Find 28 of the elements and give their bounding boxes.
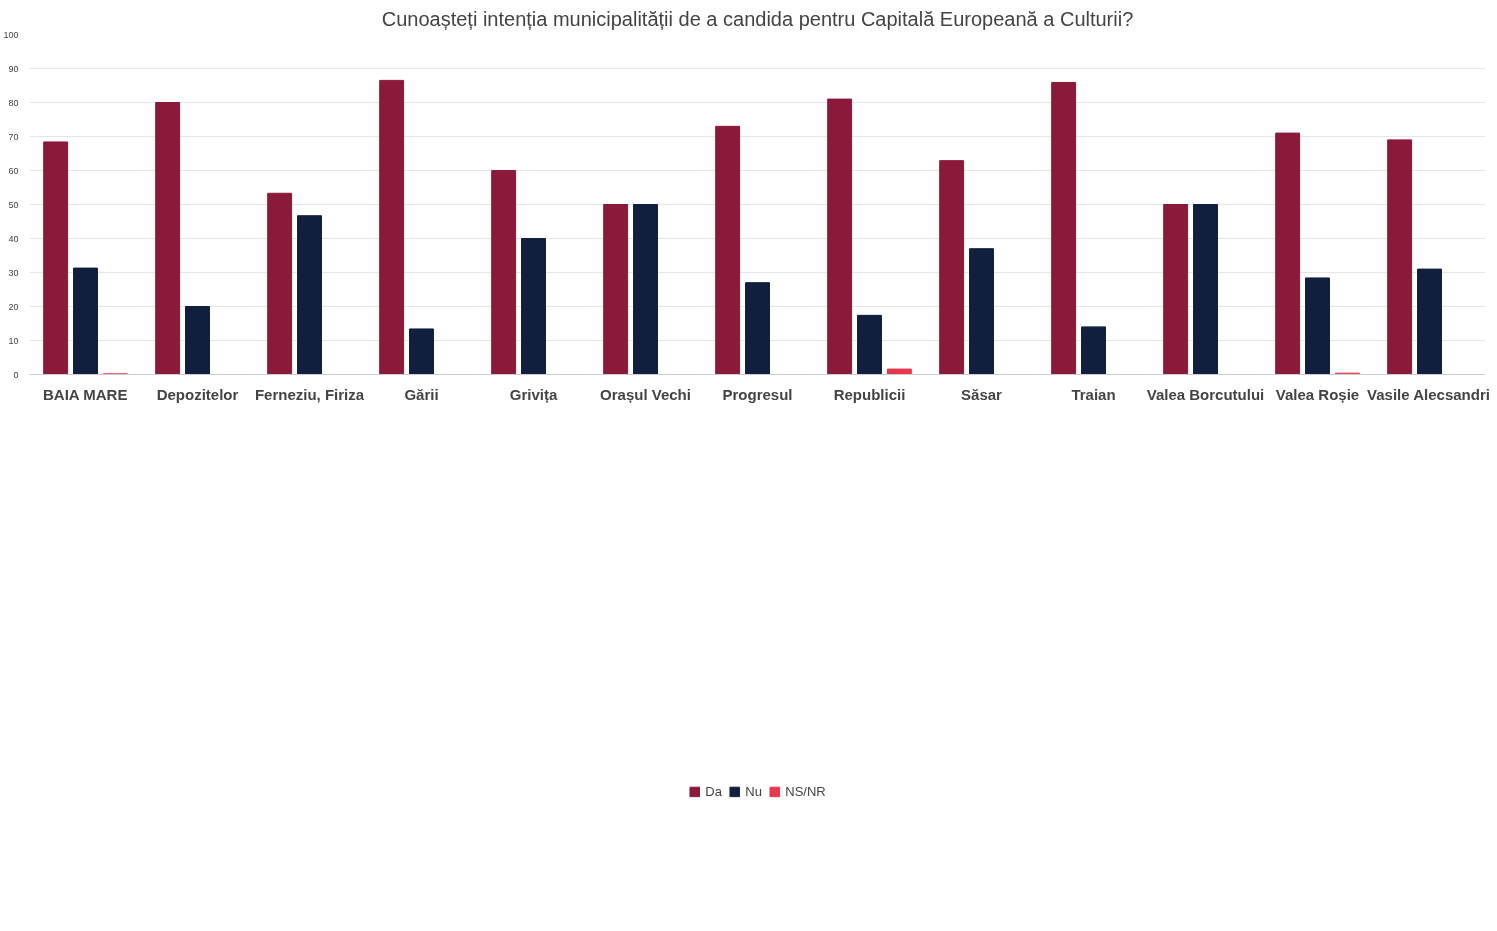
chart-title: Cunoașteți intenția municipalității de a candida pentru Capitală Europeană a Culturii? bbox=[381, 7, 1134, 30]
x-tick-label: Grivița bbox=[509, 385, 558, 403]
y-tick-label: 100 bbox=[3, 29, 19, 40]
y-tick-label: 40 bbox=[8, 233, 19, 244]
x-tick-label: Progresul bbox=[722, 385, 793, 403]
y-tick-label: 90 bbox=[8, 63, 19, 74]
y-tick-label: 10 bbox=[8, 335, 19, 346]
x-tick-label: Valea Roșie bbox=[1275, 385, 1360, 403]
x-tick-label: Valea Borcutului bbox=[1146, 385, 1265, 403]
legend-label: Nu bbox=[745, 783, 763, 799]
x-tick-label: Republicii bbox=[833, 385, 906, 403]
x-tick-label: Ferneziu, Firiza bbox=[254, 385, 365, 403]
y-tick-label: 70 bbox=[8, 131, 19, 142]
x-tick-label: Traian bbox=[1071, 385, 1116, 403]
legend-label: NS/NR bbox=[785, 783, 826, 799]
x-tick-label: Săsar bbox=[961, 385, 1003, 403]
y-tick-label: 0 bbox=[13, 369, 19, 380]
x-tick-label: Depozitelor bbox=[156, 385, 239, 403]
x-tick-label: Vasile Alecsandri bbox=[1367, 385, 1490, 403]
y-tick-label: 30 bbox=[8, 267, 19, 278]
y-tick-label: 50 bbox=[8, 199, 19, 210]
x-tick-label: BAIA MARE bbox=[43, 385, 128, 403]
legend-label: Da bbox=[705, 783, 723, 799]
y-tick-label: 20 bbox=[8, 301, 19, 312]
x-tick-label: Orașul Vechi bbox=[600, 385, 691, 403]
y-tick-label: 80 bbox=[8, 97, 19, 108]
y-tick-label: 60 bbox=[8, 165, 19, 176]
x-tick-label: Gării bbox=[404, 385, 439, 403]
